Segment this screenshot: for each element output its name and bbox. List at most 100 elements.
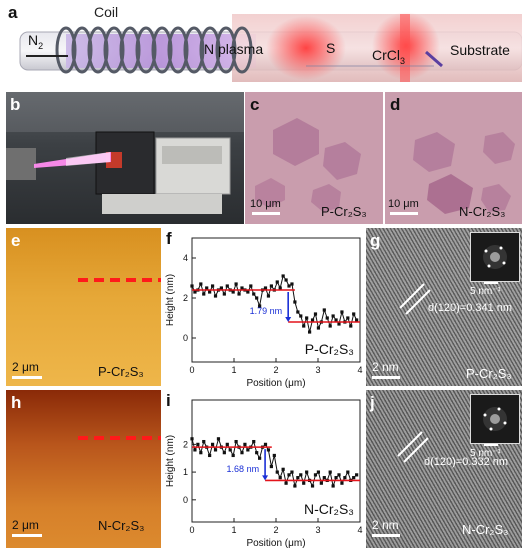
profile-point	[352, 476, 356, 480]
profile-point	[202, 292, 206, 296]
profile-point	[316, 470, 321, 474]
profile-point	[346, 470, 350, 474]
x-tick-label: 4	[357, 365, 362, 375]
x-tick-label: 4	[357, 525, 362, 535]
profile-point	[258, 456, 262, 460]
profile-point	[231, 453, 235, 458]
profile-point	[313, 312, 318, 316]
plasma-label: N plasma	[204, 41, 264, 57]
profile-point	[278, 286, 282, 290]
profile-point	[240, 286, 244, 290]
profile-point	[287, 473, 291, 477]
afm-image-e	[78, 278, 161, 282]
profile-point	[305, 470, 309, 474]
step-height-label: 1.79 nm	[250, 306, 283, 316]
nitrogen-main: N	[28, 32, 39, 48]
x-tick-label: 1	[231, 525, 236, 535]
profile-point	[322, 476, 326, 480]
profile-point	[352, 312, 356, 316]
sulfur-label: S	[326, 40, 336, 56]
lattice-markers-g	[399, 283, 431, 315]
afm-image-h	[78, 436, 161, 440]
profile-point	[255, 451, 259, 455]
profile-point	[234, 439, 238, 444]
sample-label-j: N-Cr₂S₃	[462, 522, 509, 537]
profile-point	[331, 484, 335, 488]
profile-point	[269, 284, 273, 288]
panel-c-optical: c 10 μm P-Cr₂S₃	[245, 92, 383, 224]
scalebar-label-c: 10 μm	[250, 198, 281, 210]
profile-point	[275, 470, 279, 474]
profile-series-line	[191, 274, 358, 333]
optical-image-c	[255, 118, 361, 212]
crcl3-sub: 3	[400, 55, 406, 66]
panel-i-profile: i 0 1 2 3 4 0 1 2 Position (μm) Height (nm) 1.68 n…	[164, 390, 364, 550]
profile-point	[281, 467, 285, 471]
profile-point	[319, 481, 323, 485]
scalebar-line-j	[372, 534, 400, 537]
scalebar-label-h: 2 μm	[12, 518, 39, 532]
profile-point	[222, 292, 226, 296]
scalebar-label-g: 2 nm	[372, 360, 399, 374]
x-tick-label: 3	[315, 365, 320, 375]
panel-f-profile: f 0 1 2 3 4 0 2 4 Position (μm) Height (nm) 1.79 n…	[164, 228, 364, 390]
profile-point	[252, 292, 256, 296]
x-axis-label: Position (μm)	[246, 378, 305, 389]
profile-point	[313, 473, 318, 477]
profile-point	[190, 284, 194, 288]
profile-point	[293, 300, 297, 304]
profile-point	[328, 470, 332, 474]
y-axis-label: Height (nm)	[165, 435, 176, 487]
x-axis-label: Position (μm)	[246, 538, 305, 549]
lattice-spacing-label-j: d(120)=0.332 nm	[424, 456, 509, 468]
profile-point	[240, 451, 244, 455]
height-profile-chart-i: 0 1 2 3 4 0 1 2 Position (μm) Height (nm) 1.68 nm N…	[165, 399, 363, 549]
crcl3-label: CrCl3	[372, 47, 405, 66]
sample-label-h: N-Cr₂S₃	[98, 518, 145, 533]
panel-g-hrtem: g 5 nm⁻¹ d(120)=0.341 nm 2 nm P-Cr₂S₃	[366, 228, 522, 386]
substrate-label: Substrate	[450, 42, 510, 58]
profile-point	[284, 481, 288, 485]
profile-series-line	[191, 437, 357, 488]
fft-pattern-j	[483, 407, 507, 431]
profile-point	[310, 484, 315, 488]
profile-point	[305, 316, 309, 320]
profile-point	[346, 316, 350, 320]
profile-point	[340, 481, 344, 485]
profile-point	[340, 310, 344, 314]
profile-point	[310, 318, 315, 322]
scalebar-line-c	[252, 212, 280, 215]
profile-point	[266, 448, 271, 452]
y-tick-label: 2	[183, 439, 188, 449]
profile-point	[263, 286, 268, 290]
lattice-spacing-label-g: d(120)=0.341 nm	[428, 302, 513, 314]
step-height-label: 1.68 nm	[227, 464, 260, 474]
profile-point	[243, 442, 247, 446]
profile-point	[190, 437, 194, 441]
profile-point	[293, 484, 297, 488]
profile-point	[225, 442, 229, 446]
fft-pattern-g	[483, 245, 507, 269]
step-arrow-head	[285, 317, 292, 322]
coil-label: Coil	[94, 4, 119, 20]
y-axis-label: Height (nm)	[165, 274, 176, 326]
profile-point	[269, 464, 273, 469]
panel-letter-e: e	[11, 231, 21, 250]
profile-point	[193, 448, 197, 452]
optical-image-d	[413, 132, 515, 214]
profile-point	[355, 473, 359, 477]
y-tick-label: 0	[183, 333, 188, 343]
panel-letter-f: f	[166, 229, 172, 248]
profile-point	[234, 282, 238, 286]
profile-point	[252, 439, 256, 444]
profile-point	[202, 439, 206, 444]
sample-label-e: P-Cr₂S₃	[98, 364, 144, 379]
profile-point	[216, 437, 221, 441]
nitrogen-label: N2	[28, 32, 43, 51]
profile-point	[302, 324, 306, 328]
profile-point	[266, 294, 271, 298]
profile-point	[349, 324, 353, 328]
fft-inset-g	[470, 232, 520, 282]
profile-point	[290, 470, 294, 474]
profile-point	[199, 282, 203, 286]
